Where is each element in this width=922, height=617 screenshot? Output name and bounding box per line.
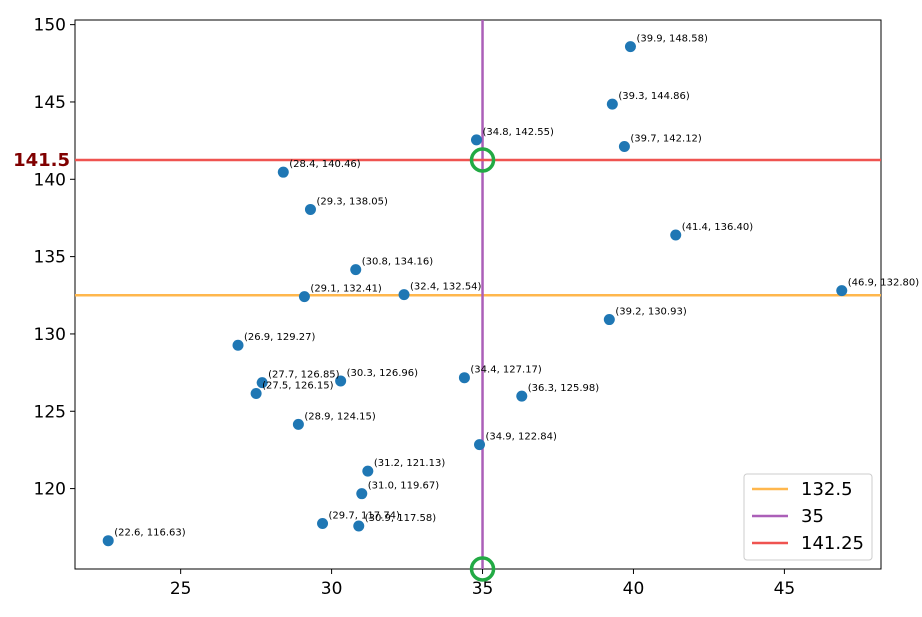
x-tick-label-2: 35	[472, 579, 494, 599]
data-point-label-16: (27.5, 126.15)	[262, 380, 334, 391]
data-point-label-6: (41.4, 136.40)	[682, 222, 754, 233]
data-point-label-0: (39.9, 148.58)	[636, 34, 708, 45]
x-tick-label-3: 40	[623, 579, 645, 599]
data-point-8	[836, 285, 848, 297]
data-point-4	[277, 166, 289, 178]
y-tick-label-1: 125	[34, 402, 66, 422]
data-point-label-23: (30.9, 117.58)	[365, 513, 437, 524]
data-point-label-17: (36.3, 125.98)	[528, 383, 600, 394]
data-point-label-21: (31.0, 119.67)	[368, 481, 440, 492]
data-point-label-1: (39.3, 144.86)	[618, 91, 690, 102]
highlight-marker-0	[469, 147, 496, 173]
data-point-0	[624, 41, 636, 53]
data-point-label-8: (46.9, 132.80)	[848, 278, 920, 289]
y-tick-label-0: 120	[34, 480, 66, 500]
data-point-5	[304, 203, 316, 215]
data-point-label-7: (30.8, 134.16)	[362, 257, 434, 268]
data-point-22	[317, 518, 329, 530]
data-point-20	[362, 465, 374, 477]
data-point-12	[232, 339, 244, 351]
data-point-24	[102, 535, 114, 547]
data-point-11	[603, 314, 615, 326]
x-tick-label-1: 30	[321, 579, 343, 599]
data-point-9	[398, 289, 410, 301]
data-point-label-5: (29.3, 138.05)	[316, 196, 388, 207]
data-point-15	[256, 377, 268, 389]
data-point-label-3: (39.7, 142.12)	[630, 134, 702, 145]
data-point-label-19: (34.9, 122.84)	[486, 432, 558, 443]
data-point-label-10: (29.1, 132.41)	[310, 284, 382, 295]
x-tick-label-0: 25	[170, 579, 192, 599]
data-point-label-15: (27.7, 126.85)	[268, 370, 340, 381]
data-point-label-22: (29.7, 117.74)	[329, 511, 401, 522]
data-point-17	[516, 390, 528, 402]
y-tick-label-5: 145	[34, 93, 66, 113]
y-tick-label-2: 130	[34, 325, 66, 345]
data-point-label-12: (26.9, 129.27)	[244, 332, 316, 343]
data-point-14	[335, 375, 347, 387]
legend-label-0: 132.5	[801, 479, 853, 500]
data-point-13	[458, 372, 470, 384]
data-point-6	[670, 229, 682, 241]
data-point-3	[618, 141, 630, 153]
data-point-label-2: (34.8, 142.55)	[482, 127, 554, 138]
data-point-label-13: (34.4, 127.17)	[470, 365, 542, 376]
legend-label-1: 35	[801, 506, 824, 527]
data-point-18	[292, 418, 304, 430]
data-point-7	[350, 264, 362, 276]
y-tick-label-3: 135	[34, 248, 66, 268]
y-tick-label-6: 150	[34, 16, 66, 36]
data-point-label-24: (22.6, 116.63)	[114, 528, 186, 539]
data-point-label-4: (28.4, 140.46)	[289, 159, 361, 170]
data-point-label-18: (28.9, 124.15)	[304, 411, 376, 422]
legend-label-2: 141.25	[801, 533, 864, 554]
data-point-label-11: (39.2, 130.93)	[615, 307, 687, 318]
data-point-23	[353, 520, 365, 532]
data-point-16	[250, 387, 262, 399]
x-tick-label-4: 45	[774, 579, 796, 599]
data-point-label-9: (32.4, 132.54)	[410, 282, 482, 293]
highlight-value-label: 141.5	[13, 150, 70, 171]
legend-box	[743, 473, 873, 561]
data-point-10	[298, 291, 310, 303]
data-point-19	[474, 439, 486, 451]
data-point-label-14: (30.3, 126.96)	[347, 368, 419, 379]
data-point-1	[606, 98, 618, 110]
data-point-label-20: (31.2, 121.13)	[374, 458, 446, 469]
y-tick-label-4: 140	[34, 170, 66, 190]
data-point-2	[470, 134, 482, 146]
highlight-marker-1	[469, 556, 496, 582]
data-point-21	[356, 488, 368, 500]
